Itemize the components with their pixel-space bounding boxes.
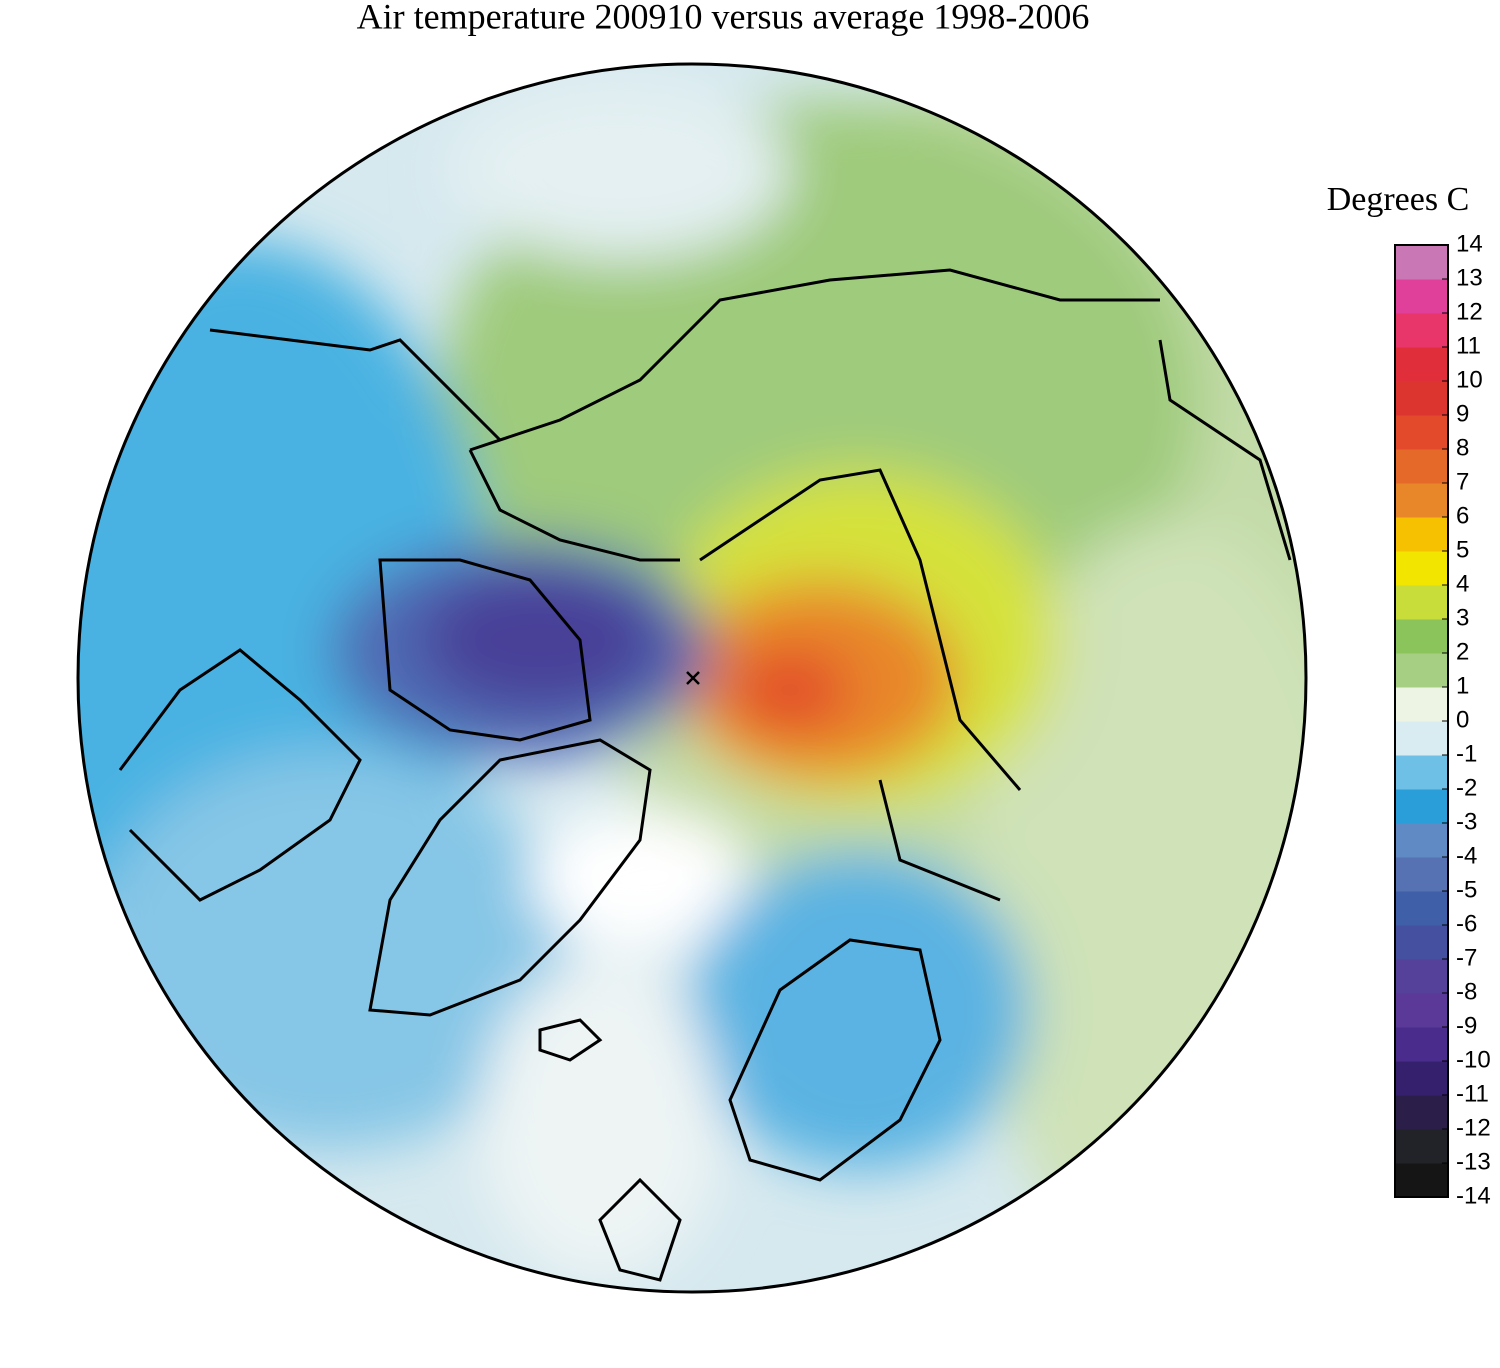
colorbar-band — [1395, 517, 1448, 552]
pole-marker — [686, 671, 700, 685]
colorbar-tick-label: -1 — [1456, 740, 1477, 767]
colorbar-band — [1395, 415, 1448, 450]
colorbar-tick-label: 4 — [1456, 570, 1469, 597]
colorbar-band — [1395, 653, 1448, 688]
colorbar-band — [1395, 313, 1448, 348]
colorbar-tick-label: -5 — [1456, 876, 1477, 903]
colorbar-band — [1395, 347, 1448, 382]
colorbar-tick-label: -3 — [1456, 808, 1477, 835]
colorbar-tick-label: -8 — [1456, 978, 1477, 1005]
colorbar-band — [1395, 1163, 1448, 1198]
colorbar-tick-label: -9 — [1456, 1012, 1477, 1039]
colorbar-tick-label: -4 — [1456, 842, 1477, 869]
colorbar-band — [1395, 585, 1448, 620]
colorbar-tick-label: 3 — [1456, 604, 1469, 631]
colorbar-label: Degrees C — [1327, 181, 1470, 218]
colorbar-tick-label: -13 — [1456, 1148, 1491, 1175]
colorbar-tick-label: 2 — [1456, 638, 1469, 665]
colorbar-band — [1395, 823, 1448, 858]
colorbar-tick-label: 12 — [1456, 298, 1483, 325]
coastlines — [118, 268, 1292, 1282]
colorbar-band — [1395, 1095, 1448, 1130]
colorbar-band — [1395, 245, 1448, 280]
colorbar-tick-label: -2 — [1456, 774, 1477, 801]
colorbar-band — [1395, 619, 1448, 654]
colorbar-band — [1395, 449, 1448, 484]
colorbar-band — [1395, 959, 1448, 994]
colorbar-band — [1395, 687, 1448, 722]
colorbar-tick-label: 8 — [1456, 434, 1469, 461]
colorbar-band — [1395, 1027, 1448, 1062]
colorbar-tick-label: -6 — [1456, 910, 1477, 937]
map — [78, 64, 1306, 1292]
colorbar-tick-label: 13 — [1456, 264, 1483, 291]
colorbar-tick-label: 9 — [1456, 400, 1469, 427]
colorbar-tick-label: 1 — [1456, 672, 1469, 699]
colorbar-band — [1395, 279, 1448, 314]
colorbar-tick-label: 11 — [1456, 332, 1481, 359]
map-title: Air temperature 200910 versus average 19… — [357, 0, 1090, 36]
colorbar-band — [1395, 755, 1448, 790]
colorbar-tick-label: -7 — [1456, 944, 1477, 971]
colorbar-band — [1395, 993, 1448, 1028]
colorbar-band — [1395, 381, 1448, 416]
colorbar: 14131211109876543210-1-2-3-4-5-6-7-8-9-1… — [1394, 230, 1491, 1209]
colorbar-tick-label: 14 — [1456, 230, 1483, 257]
colorbar-tick-label: 10 — [1456, 366, 1483, 393]
colorbar-band — [1395, 1129, 1448, 1164]
colorbar-tick-label: -10 — [1456, 1046, 1491, 1073]
colorbar-band — [1395, 1061, 1448, 1096]
colorbar-tick-label: -14 — [1456, 1182, 1491, 1209]
colorbar-band — [1395, 551, 1448, 586]
colorbar-tick-label: 7 — [1456, 468, 1469, 495]
colorbar-tick-label: 6 — [1456, 502, 1469, 529]
colorbar-band — [1395, 789, 1448, 824]
colorbar-tick-label: 5 — [1456, 536, 1469, 563]
colorbar-tick-label: -11 — [1456, 1080, 1489, 1107]
colorbar-tick-label: 0 — [1456, 706, 1469, 733]
colorbar-band — [1395, 925, 1448, 960]
colorbar-band — [1395, 891, 1448, 926]
colorbar-band — [1395, 483, 1448, 518]
map-border — [76, 62, 1308, 1294]
colorbar-band — [1395, 721, 1448, 756]
colorbar-tick-label: -12 — [1456, 1114, 1491, 1141]
colorbar-band — [1395, 857, 1448, 892]
